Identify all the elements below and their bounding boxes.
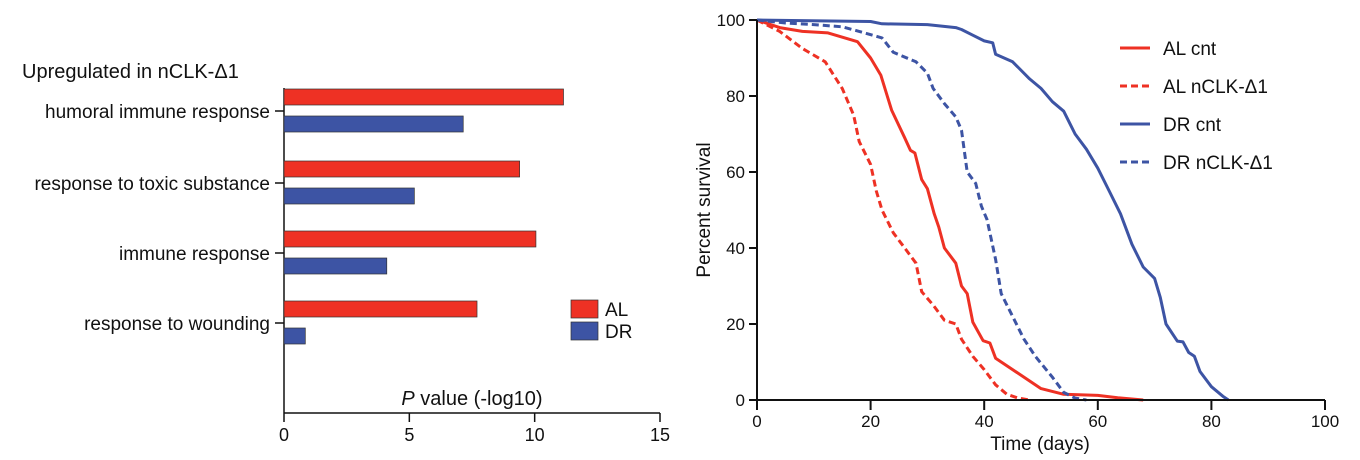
survival-chart: AL cnt AL nCLK-Δ1 DR cnt DR nCLK-Δ1 0 20 40 60 8… (694, 11, 1339, 455)
bar-al (283, 300, 478, 318)
legend-label: DR cnt (1163, 115, 1222, 136)
survival-curve-dr-cnt (756, 18, 1230, 402)
x-tick-label: 80 (1202, 412, 1221, 431)
category-label: immune response (119, 244, 270, 265)
y-tick-label: 60 (726, 163, 745, 182)
survival-ylabel: Percent survival (694, 142, 715, 277)
survival-curve-al-cnt (756, 18, 1144, 402)
xlabel-rest: value (-log10) (415, 388, 543, 410)
category-label: humoral immune response (45, 102, 270, 123)
bar-dr (283, 115, 464, 133)
bar-al (283, 160, 520, 178)
survival-curve-dr-nclk-1 (756, 18, 1087, 402)
survival-xlabel: Time (days) (990, 434, 1090, 455)
legend-swatch-dr (570, 321, 599, 341)
bar-dr (283, 187, 415, 205)
y-tick-label: 40 (726, 239, 745, 258)
x-tick-label: 20 (861, 412, 880, 431)
bar-dr (283, 327, 306, 345)
legend-label: AL (605, 300, 628, 321)
legend-label: DR nCLK-Δ1 (1163, 153, 1273, 174)
legend-label: AL nCLK-Δ1 (1163, 77, 1268, 98)
y-tick-label: 20 (726, 315, 745, 334)
category-label: response to toxic substance (34, 174, 270, 195)
y-tick-label: 80 (726, 87, 745, 106)
y-tick-label: 100 (717, 11, 745, 30)
category-label: response to wounding (84, 314, 270, 335)
xlabel-italic-p: P (401, 388, 415, 410)
x-tick-label: 0 (279, 425, 289, 445)
legend-label: DR (605, 322, 632, 343)
x-tick-label: 60 (1088, 412, 1107, 431)
x-tick-label: 0 (752, 412, 761, 431)
bar-chart-xlabel: P value (-log10) (401, 388, 542, 410)
x-tick-label: 10 (525, 425, 545, 445)
bar-al (283, 230, 537, 248)
bar-dr (283, 257, 388, 275)
x-tick-label: 100 (1311, 412, 1339, 431)
x-tick-label: 15 (650, 425, 670, 445)
legend-swatch-al (570, 299, 599, 319)
bar-al (283, 88, 564, 106)
x-tick-label: 5 (404, 425, 414, 445)
legend-label: AL cnt (1163, 39, 1217, 60)
bar-chart: Upregulated in nCLK-Δ1 humoral immune re… (22, 61, 670, 445)
y-tick-label: 0 (736, 391, 745, 410)
bar-chart-title: Upregulated in nCLK-Δ1 (22, 61, 239, 83)
x-tick-label: 40 (975, 412, 994, 431)
